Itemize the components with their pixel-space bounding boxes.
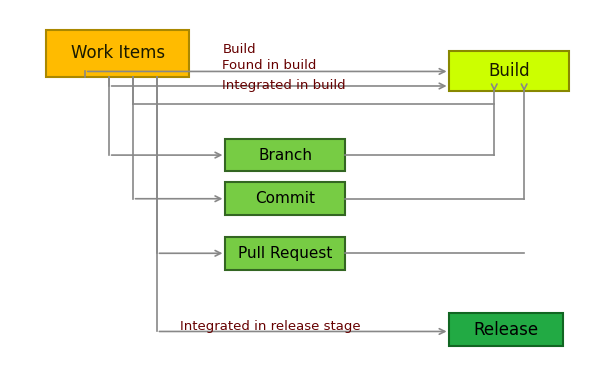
Text: Build: Build (488, 62, 530, 80)
FancyBboxPatch shape (450, 313, 563, 346)
Text: Branch: Branch (258, 148, 312, 163)
Text: Pull Request: Pull Request (238, 246, 332, 261)
Text: Release: Release (474, 321, 539, 339)
FancyBboxPatch shape (46, 30, 190, 77)
Text: Integrated in release stage: Integrated in release stage (181, 320, 361, 333)
Text: Commit: Commit (255, 191, 315, 206)
FancyBboxPatch shape (225, 139, 345, 171)
Text: Build: Build (222, 43, 256, 56)
Text: Integrated in build: Integrated in build (222, 80, 346, 93)
FancyBboxPatch shape (225, 182, 345, 215)
FancyBboxPatch shape (225, 237, 345, 270)
FancyBboxPatch shape (450, 51, 569, 92)
Text: Work Items: Work Items (71, 44, 165, 62)
Text: Found in build: Found in build (222, 60, 317, 73)
